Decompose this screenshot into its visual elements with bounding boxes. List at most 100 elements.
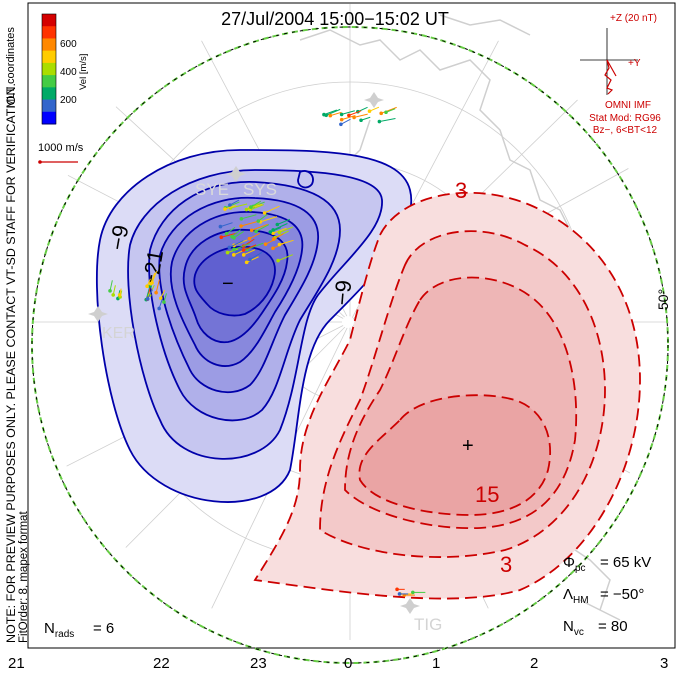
velocity-vector <box>155 279 160 293</box>
mlt-tick-21: 21 <box>8 655 25 672</box>
velocity-vector <box>151 270 158 284</box>
imf-vector-trace <box>604 59 614 95</box>
velocity-vector-origin <box>145 297 150 301</box>
velocity-vector-origin <box>249 205 253 209</box>
station-label-tig: TIG <box>414 615 442 634</box>
imf-y-label: +Y <box>628 58 641 69</box>
velocity-vector-origin <box>277 230 282 235</box>
velocity-vector <box>241 214 257 220</box>
velocity-vector-origin <box>384 110 388 115</box>
velocity-vector-origin <box>277 242 282 247</box>
velocity-vector <box>233 243 251 250</box>
velocity-vector-origin <box>395 587 399 592</box>
velocity-vector-origin <box>150 281 154 285</box>
velocity-vector-origin <box>247 236 252 241</box>
velocity-vector-origin <box>231 253 236 257</box>
velocity-vector-origin <box>241 248 246 252</box>
velocity-vector-origin <box>268 230 273 234</box>
contour-label-pos-top: 3 <box>455 178 467 203</box>
color-bar-segment <box>42 75 56 88</box>
imf-stat-mod: Stat Mod: RG96 <box>589 113 661 124</box>
color-bar-segment <box>42 111 56 125</box>
velocity-vector <box>250 200 262 208</box>
imf-dial: +Z (20 nT) +Y OMNI IMF Stat Mod: RG96 Bz… <box>580 13 661 136</box>
phi-pc-value: = 65 kV <box>600 554 651 571</box>
mlt-tick-23: 23 <box>250 655 267 672</box>
velocity-vector-origin <box>162 300 166 304</box>
mlt-tick-2: 2 <box>530 655 538 672</box>
velocity-vector <box>221 232 237 238</box>
velocity-vector-origin <box>271 231 275 236</box>
velocity-vector <box>353 113 368 118</box>
velocity-vector <box>224 204 237 210</box>
velocity-vector-origin <box>219 235 224 240</box>
velocity-vector-origin <box>224 231 229 236</box>
velocity-vector-origin <box>271 237 276 241</box>
velocity-vector <box>277 254 293 262</box>
velocity-vector <box>250 204 264 211</box>
velocity-vector-origin <box>262 211 267 215</box>
mlt-tick-1: 1 <box>432 655 440 672</box>
velocity-vector <box>260 216 278 223</box>
contour-label-pos-bottom: 3 <box>500 552 512 577</box>
fit-order-note: FitOrder: 8, mapex format <box>18 511 30 643</box>
velocity-vector <box>229 240 244 248</box>
velocity-vector <box>246 256 259 263</box>
velocity-vector-origin <box>328 113 333 118</box>
map-title: 27/Jul/2004 15:00−15:02 UT <box>221 9 449 29</box>
velocity-vector-origin <box>276 258 280 263</box>
velocity-vector-origin <box>322 112 326 117</box>
velocity-vector <box>273 233 284 240</box>
velocity-vector-origin <box>256 219 261 223</box>
velocity-vector-origin <box>145 284 149 288</box>
velocity-vector <box>258 213 268 222</box>
velocity-vector-origin <box>230 234 234 239</box>
velocity-vector-origin <box>239 224 243 228</box>
magnetic-pole-dot <box>342 316 354 328</box>
velocity-vector-origin <box>411 590 415 595</box>
contour-label-pos-mid: 15 <box>475 482 499 507</box>
potential-max-marker: + <box>462 435 474 457</box>
mlt-tick-22: 22 <box>153 655 170 672</box>
velocity-vector <box>325 108 341 116</box>
vector-scale-dot <box>38 160 42 164</box>
negative-potential-cell <box>95 149 413 503</box>
station-label-sys: SYS <box>243 180 277 199</box>
vector-scale-label: 1000 m/s <box>38 142 84 154</box>
velocity-vector <box>323 109 338 116</box>
velocity-vector-origin <box>117 293 122 297</box>
velocity-vector-origin <box>339 112 344 117</box>
color-bar-border <box>41 13 57 125</box>
velocity-vector-origin <box>111 293 116 297</box>
velocity-vector-origin <box>339 122 343 127</box>
velocity-vector-origin <box>397 592 402 596</box>
velocity-vector <box>249 233 261 240</box>
velocity-vector-origin <box>339 117 344 122</box>
imf-z-label: +Z (20 nT) <box>610 13 657 24</box>
color-bar-segment <box>42 87 56 101</box>
velocity-vector-origin <box>249 228 254 233</box>
velocity-vector <box>379 117 396 123</box>
velocity-vector <box>240 221 258 227</box>
velocity-vector-origin <box>227 245 232 250</box>
velocity-vector <box>279 226 293 233</box>
velocity-vector <box>264 205 280 214</box>
outer-boundary <box>31 26 669 664</box>
color-bar-segment <box>42 99 56 113</box>
velocity-vector-origin <box>157 306 161 311</box>
station-marker-top <box>364 92 384 108</box>
velocity-vector <box>279 239 294 246</box>
velocity-vector-origin <box>377 119 382 124</box>
station-label-ker: KER <box>102 325 135 342</box>
mlt-tick-3: 3 <box>660 655 668 672</box>
contour-label-neg-right: −9 <box>329 279 356 306</box>
velocity-vector <box>249 251 263 260</box>
color-bar-segment <box>42 38 56 52</box>
velocity-vector <box>220 222 233 228</box>
velocity-vector-origin <box>263 242 268 246</box>
velocity-vector-origin <box>275 222 280 227</box>
velocity-scale-label: Vel [m/s] <box>78 54 89 90</box>
velocity-vector-origin <box>248 257 252 262</box>
velocity-vector-origin <box>367 109 372 113</box>
